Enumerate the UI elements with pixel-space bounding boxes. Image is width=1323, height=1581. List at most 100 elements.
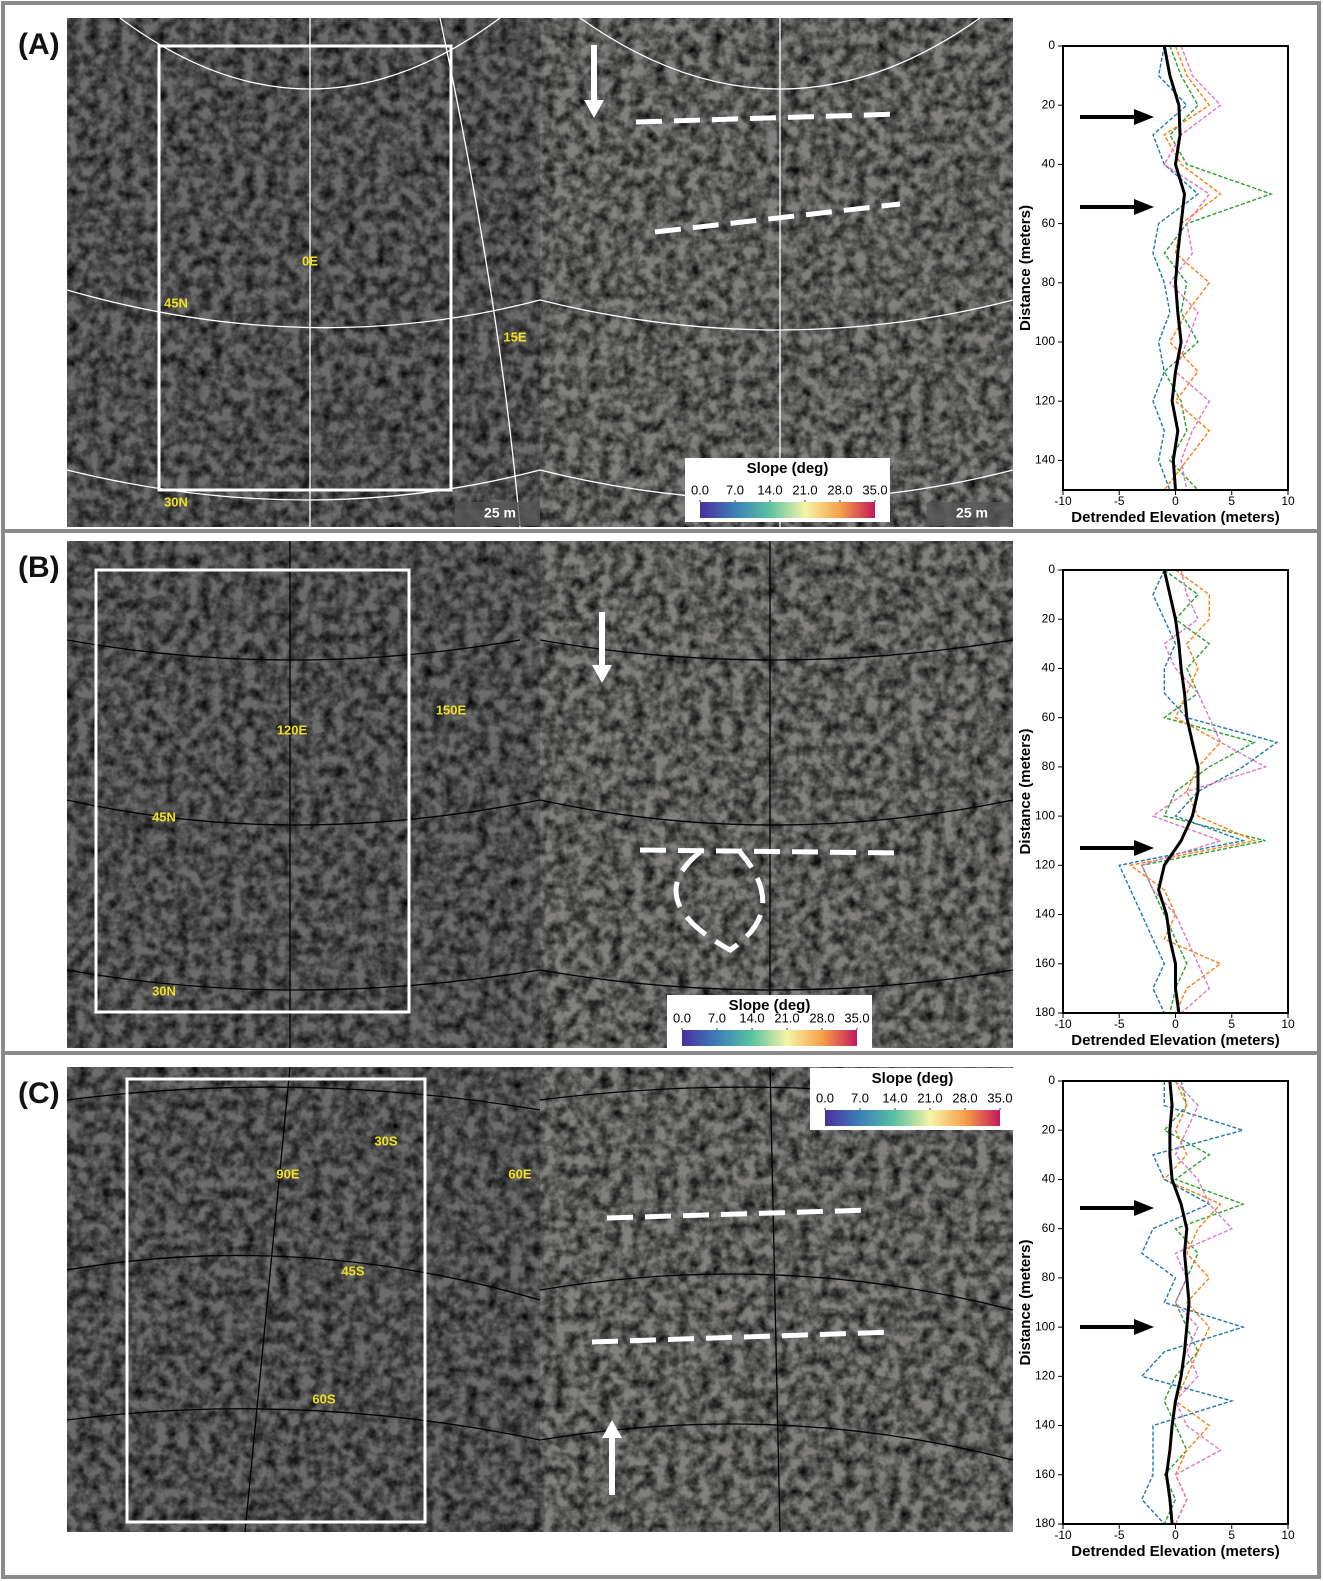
chart-arrowhead xyxy=(1134,109,1154,125)
colorbar-tick-label: 21.0 xyxy=(792,482,817,497)
profile-line xyxy=(1118,569,1279,1014)
y-tick-label: 140 xyxy=(1035,453,1055,467)
panel-label: (C) xyxy=(18,1077,60,1110)
graticule-line xyxy=(539,299,1014,331)
y-tick-label: 160 xyxy=(1035,1467,1055,1481)
x-axis-label: Detrended Elevation (meters) xyxy=(1071,1032,1279,1049)
profile-line xyxy=(1157,569,1200,1014)
y-tick-label: 120 xyxy=(1035,393,1055,407)
graticule-line xyxy=(539,799,1014,826)
x-tick-label: 5 xyxy=(1228,494,1235,508)
y-tick-label: 40 xyxy=(1042,661,1056,675)
profile-line xyxy=(1162,45,1187,491)
y-tick-label: 180 xyxy=(1035,1005,1055,1019)
graticule-line xyxy=(244,1066,291,1533)
y-tick-label: 60 xyxy=(1042,216,1056,230)
x-tick-label: -5 xyxy=(1114,1528,1125,1542)
region-box xyxy=(94,568,411,1014)
map-label: 45N xyxy=(164,295,188,310)
y-tick-label: 80 xyxy=(1042,1270,1056,1284)
image-arrowhead xyxy=(602,1420,622,1438)
graticule-line xyxy=(769,1066,781,1533)
x-tick-label: -5 xyxy=(1114,494,1125,508)
x-tick-label: 10 xyxy=(1281,494,1295,508)
colorbar-tick-label: 28.0 xyxy=(809,1010,834,1025)
chart-arrowhead xyxy=(1134,199,1154,215)
image-texture xyxy=(540,18,1013,527)
profile-line xyxy=(1163,1080,1246,1525)
profile-line xyxy=(1163,45,1222,491)
x-tick-label: 0 xyxy=(1172,1528,1179,1542)
graticule-line xyxy=(66,1086,541,1111)
image-texture xyxy=(67,1067,540,1532)
colorbar-title: Slope (deg) xyxy=(747,460,829,477)
colorbar-tick-label: 7.0 xyxy=(851,1090,869,1105)
graticule-line xyxy=(66,289,541,329)
region-box xyxy=(157,44,453,492)
y-tick-label: 40 xyxy=(1042,157,1056,171)
colorbar-tick-label: 35.0 xyxy=(844,1010,869,1025)
x-tick-label: 10 xyxy=(1281,1017,1295,1031)
y-tick-label: 20 xyxy=(1042,1122,1056,1136)
y-tick-label: 100 xyxy=(1035,808,1055,822)
y-tick-label: 20 xyxy=(1042,611,1056,625)
profile-line xyxy=(1163,45,1222,491)
graticule-line xyxy=(66,799,541,826)
colorbar-tick-label: 7.0 xyxy=(708,1010,726,1025)
y-tick-label: 40 xyxy=(1042,1172,1056,1186)
x-axis-label: Detrended Elevation (meters) xyxy=(1071,1543,1279,1560)
map-label: 30S xyxy=(374,1133,397,1148)
chart-arrowhead xyxy=(1134,1319,1154,1335)
image-texture xyxy=(67,18,540,527)
colorbar-gradient xyxy=(825,1110,1000,1126)
colorbar-tick-label: 0.0 xyxy=(673,1010,691,1025)
map-label: 45S xyxy=(341,1263,364,1278)
x-tick-label: 5 xyxy=(1228,1017,1235,1031)
chart-arrowhead xyxy=(1134,1200,1154,1216)
colorbar-tick-label: 0.0 xyxy=(816,1090,834,1105)
y-axis-label: Distance (meters) xyxy=(1017,729,1034,855)
y-tick-label: 80 xyxy=(1042,759,1056,773)
scale-bar-bg xyxy=(927,502,1012,526)
profile-line xyxy=(1140,569,1268,1014)
colorbar-gradient xyxy=(700,502,875,518)
colorbar-tick-label: 7.0 xyxy=(726,482,744,497)
y-tick-label: 120 xyxy=(1035,858,1055,872)
y-tick-label: 80 xyxy=(1042,275,1056,289)
colorbar-tick-label: 28.0 xyxy=(827,482,852,497)
x-tick-label: -10 xyxy=(1054,1528,1072,1542)
x-tick-label: 10 xyxy=(1281,1528,1295,1542)
x-axis-label: Detrended Elevation (meters) xyxy=(1071,509,1279,526)
graticule-line xyxy=(66,639,521,661)
x-tick-label: 0 xyxy=(1172,1017,1179,1031)
chart-arrowhead xyxy=(1134,840,1154,856)
image-texture xyxy=(540,1067,1013,1532)
colorbar-tick-label: 35.0 xyxy=(862,482,887,497)
map-label: 0E xyxy=(302,253,318,268)
colorbar-tick-label: 21.0 xyxy=(917,1090,942,1105)
colorbar-tick-label: 14.0 xyxy=(739,1010,764,1025)
profile-line xyxy=(1128,569,1257,1014)
y-tick-label: 0 xyxy=(1048,1073,1055,1087)
y-tick-label: 100 xyxy=(1035,1319,1055,1333)
profile-line xyxy=(1163,1080,1222,1525)
y-tick-label: 0 xyxy=(1048,38,1055,52)
feature-trace xyxy=(654,201,901,235)
image-arrowhead xyxy=(584,100,604,118)
scale-bar-bg xyxy=(455,502,540,526)
map-label: 15E xyxy=(503,329,526,344)
plot-frame xyxy=(1062,569,1289,1014)
y-tick-label: 60 xyxy=(1042,710,1056,724)
graticule-line xyxy=(66,969,541,991)
graticule-line xyxy=(66,469,541,501)
y-tick-label: 160 xyxy=(1035,956,1055,970)
panel-label: (B) xyxy=(18,551,60,584)
y-tick-label: 60 xyxy=(1042,1221,1056,1235)
map-label: 120E xyxy=(277,722,308,737)
colorbar-tick-label: 28.0 xyxy=(952,1090,977,1105)
map-label: 45N xyxy=(152,809,176,824)
y-tick-label: 180 xyxy=(1035,1516,1055,1530)
map-label: 90E xyxy=(276,1166,299,1181)
